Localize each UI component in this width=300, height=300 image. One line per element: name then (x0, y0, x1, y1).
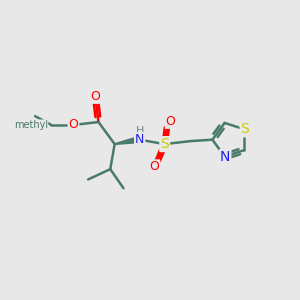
Text: S: S (241, 122, 249, 136)
Text: S: S (160, 137, 169, 151)
Polygon shape (115, 137, 139, 144)
Text: O: O (91, 90, 100, 103)
Text: N: N (220, 150, 230, 164)
Text: O: O (68, 118, 78, 131)
Text: O: O (166, 115, 176, 128)
Text: N: N (135, 133, 144, 146)
Text: methyl: methyl (14, 120, 48, 130)
Text: H: H (136, 126, 145, 136)
Text: O: O (149, 160, 159, 173)
